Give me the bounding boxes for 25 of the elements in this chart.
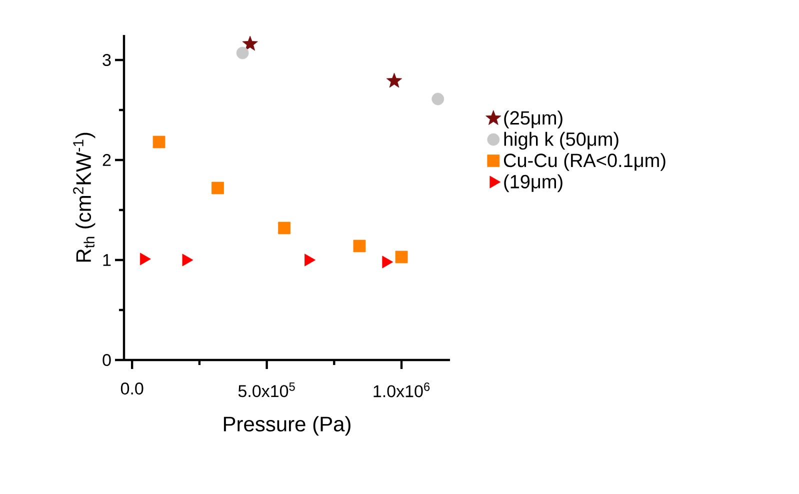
x-axis-title: Pressure (Pa) [224,416,350,436]
point [353,240,366,252]
legend-label: (19μm) [504,174,562,192]
point [140,252,151,266]
point [432,92,444,106]
legend-label: (25μm) [504,110,562,128]
point [386,72,402,88]
legend-label: high k (50μm) [504,132,618,150]
y-tick-label: 1 [103,254,111,266]
x-tick-label: 5.0x10$^{5}$ [238,382,295,398]
x-tick-label: 0.0 [120,382,144,395]
y-tick-label: 2 [102,154,111,166]
point [236,46,249,60]
y-tick-label: 3 [102,54,111,66]
point [304,254,316,266]
x-tick-label: 1.0x10$^{6}$ [374,382,430,398]
point [152,136,166,148]
point [242,36,258,51]
y-tick-label: 0 [102,354,111,366]
point [212,182,224,194]
legend-label: Cu-Cu (RA<0.1μm) [504,153,666,171]
y-axis-title: R$_{th}$ (cm$^{2}$KW$^{-1}$) [73,132,96,262]
point [182,254,194,266]
point [395,250,408,264]
point [278,222,291,234]
